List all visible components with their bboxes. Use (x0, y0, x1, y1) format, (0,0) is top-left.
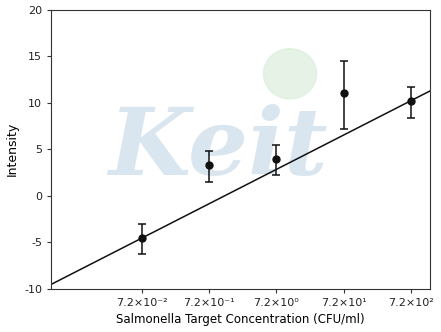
Text: Keit: Keit (108, 104, 328, 194)
Y-axis label: Intensity: Intensity (6, 122, 19, 176)
Ellipse shape (263, 49, 317, 99)
X-axis label: Salmonella Target Concentration (CFU/ml): Salmonella Target Concentration (CFU/ml) (116, 313, 365, 326)
